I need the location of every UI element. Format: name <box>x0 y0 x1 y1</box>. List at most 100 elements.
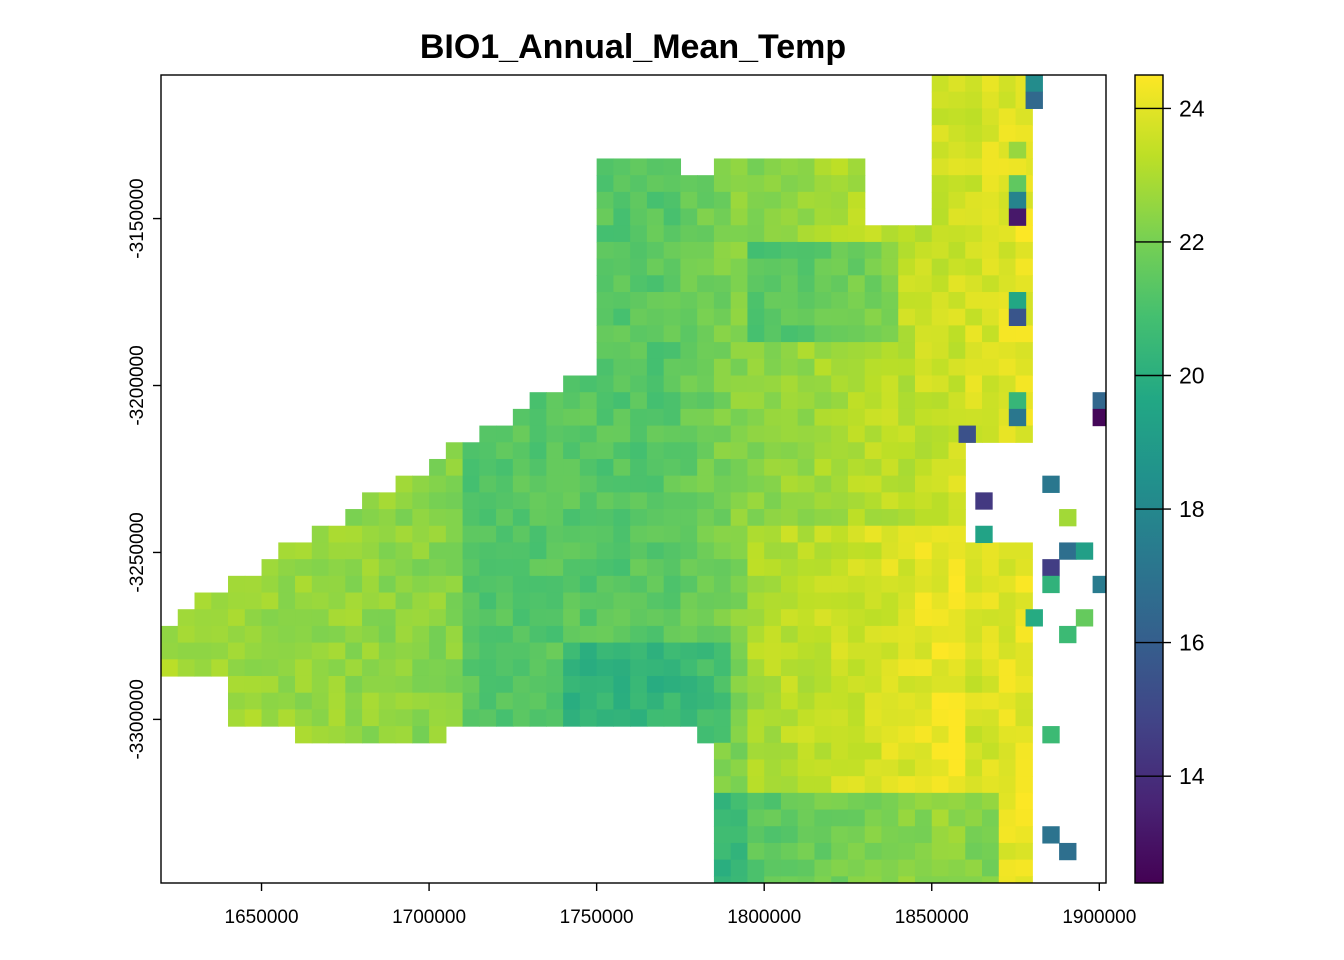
raster-cell <box>244 642 263 660</box>
raster-cell <box>429 559 447 577</box>
raster-cell <box>496 625 514 644</box>
raster-cell <box>579 675 598 694</box>
raster-cell <box>479 692 497 710</box>
raster-cell <box>663 308 682 327</box>
raster-cell <box>680 575 698 594</box>
raster-cell <box>931 625 950 644</box>
raster-cell <box>982 175 1000 193</box>
raster-cell <box>546 625 564 644</box>
raster-cell <box>663 609 682 627</box>
raster-cell <box>948 809 966 827</box>
raster-cell <box>747 325 765 343</box>
raster-cell <box>529 492 547 510</box>
raster-cell <box>864 525 883 544</box>
raster-cell <box>797 191 816 210</box>
raster-cell <box>948 208 966 226</box>
raster-cell <box>462 575 480 594</box>
raster-cell <box>1008 408 1027 427</box>
raster-cell <box>663 175 682 193</box>
raster-cell <box>680 559 698 577</box>
raster-cell <box>697 726 715 744</box>
raster-cell <box>931 509 950 527</box>
raster-cell <box>764 158 782 176</box>
raster-cell <box>948 876 966 883</box>
raster-cell <box>898 859 916 877</box>
raster-cell <box>914 842 933 861</box>
raster-cell <box>646 241 665 260</box>
raster-cell <box>847 358 866 377</box>
raster-cell <box>295 692 313 710</box>
raster-cell <box>864 625 883 644</box>
raster-cell <box>596 609 614 627</box>
raster-cell <box>680 442 698 460</box>
raster-cell <box>965 692 983 710</box>
raster-cell <box>613 325 631 343</box>
raster-cell <box>362 609 380 627</box>
raster-cell <box>613 425 631 443</box>
raster-cell <box>680 492 698 510</box>
raster-cell <box>948 375 966 393</box>
raster-cell <box>429 475 447 493</box>
raster-cell <box>579 525 598 544</box>
raster-cell <box>864 275 883 293</box>
raster-cell <box>764 292 782 310</box>
raster-cell <box>596 659 614 677</box>
raster-cell <box>429 592 447 610</box>
raster-cell <box>496 642 514 660</box>
raster-cell <box>864 859 883 877</box>
raster-cell <box>831 809 849 827</box>
raster-cell <box>445 575 464 594</box>
raster-cell <box>764 542 782 560</box>
raster-cell <box>228 592 246 610</box>
raster-cell <box>730 158 749 176</box>
raster-cell <box>864 509 883 527</box>
raster-cell <box>295 575 313 594</box>
raster-cell <box>244 592 263 610</box>
raster-cell <box>680 625 698 644</box>
raster-cell <box>931 342 950 360</box>
raster-cell <box>1015 809 1033 827</box>
raster-cell <box>479 425 497 443</box>
raster-cell <box>982 191 1000 210</box>
raster-cell <box>646 609 665 627</box>
raster-cell <box>646 275 665 293</box>
colorbar-tick-label: 24 <box>1179 95 1205 121</box>
raster-cell <box>982 375 1000 393</box>
raster-cell <box>613 208 631 226</box>
raster-cell <box>713 625 732 644</box>
raster-cell <box>680 475 698 493</box>
raster-cell <box>847 425 866 443</box>
raster-cell <box>697 592 715 610</box>
raster-cell <box>780 609 799 627</box>
raster-cell <box>429 525 447 544</box>
raster-cell <box>965 392 983 410</box>
raster-cell <box>864 225 883 243</box>
raster-cell <box>864 742 883 761</box>
raster-cell <box>244 659 263 677</box>
raster-cell <box>479 509 497 527</box>
raster-cell <box>713 208 732 226</box>
raster-cell <box>948 675 966 694</box>
raster-cell <box>596 225 614 243</box>
raster-cell <box>462 458 480 477</box>
raster-cell <box>311 642 330 660</box>
colorbar-tick-label: 16 <box>1179 630 1205 656</box>
raster-cell <box>362 492 380 510</box>
raster-cell <box>1015 108 1033 126</box>
raster-cell <box>931 325 950 343</box>
raster-cell <box>847 208 866 226</box>
raster-cell <box>747 292 765 310</box>
raster-cell <box>630 225 648 243</box>
raster-cell <box>630 575 648 594</box>
raster-cell <box>663 191 682 210</box>
raster-cell <box>1015 726 1033 744</box>
raster-cell <box>697 241 715 260</box>
raster-cell <box>563 592 581 610</box>
raster-cell <box>261 609 279 627</box>
raster-cell <box>496 692 514 710</box>
raster-cell <box>496 492 514 510</box>
raster-cell <box>412 559 430 577</box>
raster-cell <box>898 342 916 360</box>
raster-cell <box>462 559 480 577</box>
raster-cell <box>646 692 665 710</box>
